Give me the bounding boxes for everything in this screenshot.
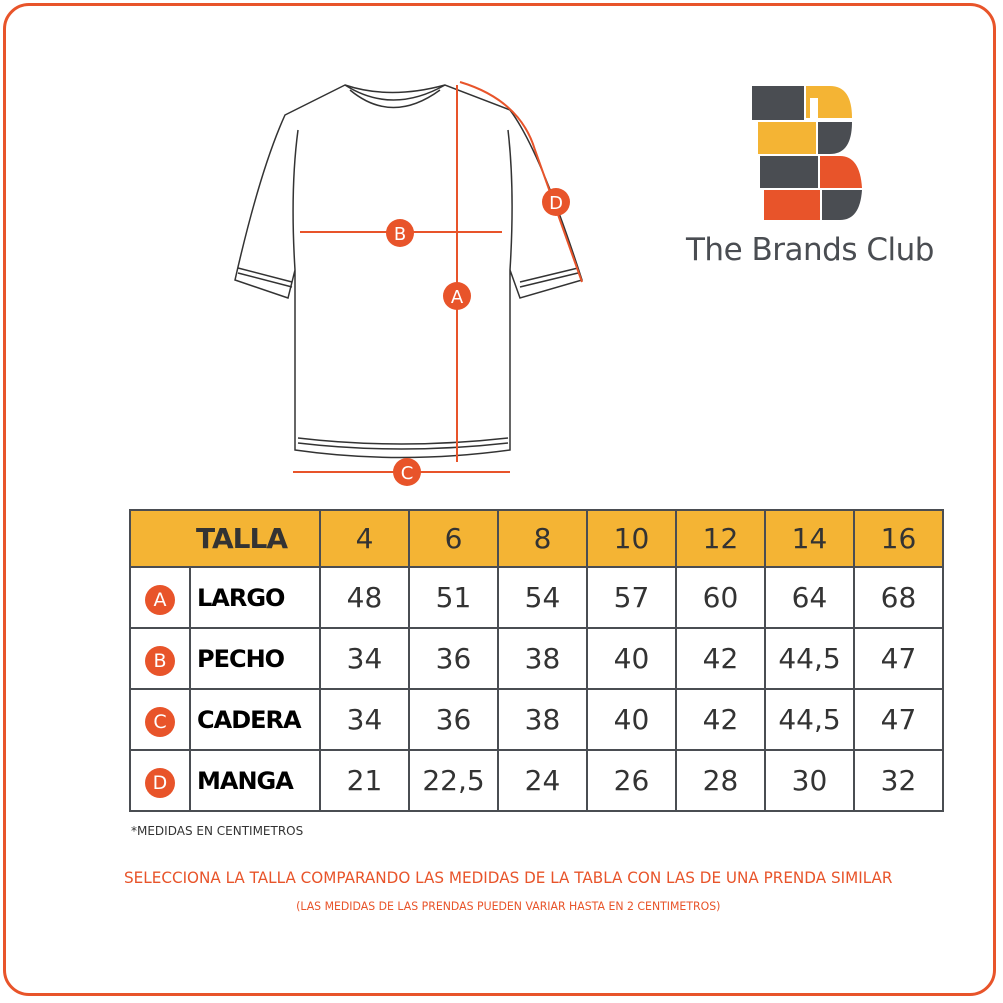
value-cell: 30 [764,749,855,812]
value-cell: 36 [408,688,499,751]
size-header: 6 [408,509,499,568]
brand-logo [752,86,862,220]
marker-c: C [393,458,421,486]
value-cell: 28 [675,749,766,812]
value-cell: 40 [586,627,677,690]
value-cell: 68 [853,566,944,629]
value-cell: 44,5 [764,627,855,690]
instruction-text: SELECCIONA LA TALLA COMPARANDO LAS MEDID… [124,868,893,887]
value-cell: 64 [764,566,855,629]
value-cell: 42 [675,688,766,751]
value-cell: 47 [853,627,944,690]
table-row: C CADERA 34 36 38 40 42 44,5 47 [129,688,944,751]
svg-text:D: D [549,193,563,214]
letter-cell: B [129,627,191,690]
value-cell: 57 [586,566,677,629]
units-note: *MEDIDAS EN CENTIMETROS [131,824,304,838]
letter-cell: C [129,688,191,751]
value-cell: 38 [497,627,588,690]
disclaimer-text: (LAS MEDIDAS DE LAS PRENDAS PUEDEN VARIA… [296,899,721,913]
letter-cell: D [129,749,191,812]
value-cell: 21 [319,749,410,812]
value-cell: 36 [408,627,499,690]
letter-cell: A [129,566,191,629]
value-cell: 38 [497,688,588,751]
marker-badge: C [145,707,175,737]
value-cell: 32 [853,749,944,812]
marker-d: D [542,188,570,216]
size-header: 16 [853,509,944,568]
measure-label: PECHO [189,627,321,690]
value-cell: 48 [319,566,410,629]
table-row: A LARGO 48 51 54 57 60 64 68 [129,566,944,629]
marker-a: A [443,282,471,310]
marker-b: B [386,219,414,247]
svg-text:B: B [394,224,406,245]
tshirt-diagram: A B C D [234,81,583,486]
value-cell: 47 [853,688,944,751]
value-cell: 26 [586,749,677,812]
size-header: 8 [497,509,588,568]
measure-label: CADERA [189,688,321,751]
value-cell: 54 [497,566,588,629]
value-cell: 34 [319,627,410,690]
size-header: 12 [675,509,766,568]
table-row: D MANGA 21 22,5 24 26 28 30 32 [129,749,944,812]
size-header: 4 [319,509,410,568]
value-cell: 60 [675,566,766,629]
value-cell: 34 [319,688,410,751]
value-cell: 44,5 [764,688,855,751]
value-cell: 22,5 [408,749,499,812]
measure-label: MANGA [189,749,321,812]
size-table: TALLA 4 6 8 10 12 14 16 A LARGO 48 51 54 57 60… [129,509,944,812]
brand-name: The Brands Club [686,232,934,268]
page-frame [3,3,996,996]
value-cell: 40 [586,688,677,751]
table-header-row: TALLA 4 6 8 10 12 14 16 [129,509,944,568]
header-talla: TALLA [129,509,321,568]
size-header: 14 [764,509,855,568]
measure-label: LARGO [189,566,321,629]
marker-badge: A [145,585,175,615]
value-cell: 24 [497,749,588,812]
svg-text:C: C [401,463,414,484]
svg-text:A: A [451,287,464,308]
value-cell: 51 [408,566,499,629]
value-cell: 42 [675,627,766,690]
size-header: 10 [586,509,677,568]
table-row: B PECHO 34 36 38 40 42 44,5 47 [129,627,944,690]
marker-badge: D [145,768,175,798]
marker-badge: B [145,646,175,676]
